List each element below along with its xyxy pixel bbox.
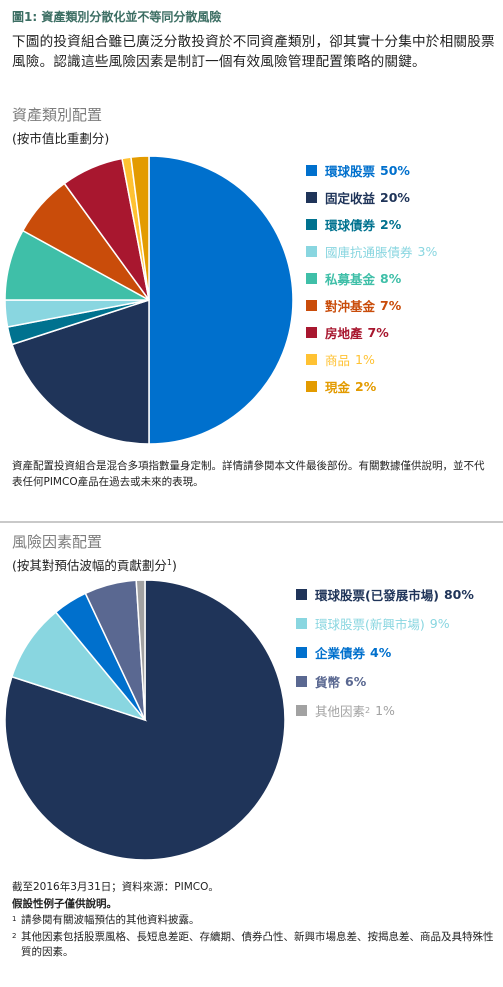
legend-value: 3% xyxy=(417,244,438,259)
asset-allocation-legend: 環球股票 50% 固定收益 20% 環球債券 2% 國庫抗通脹債券 3% 私募基金 8% 對沖基金 7… xyxy=(306,157,437,400)
legend-label: 房地產 xyxy=(325,326,363,341)
legend-item-0-6: 房地產 7% xyxy=(306,319,437,346)
legend-swatch xyxy=(306,219,317,230)
pie-slice-1-4 xyxy=(135,579,146,721)
footnote-1-mark: 1 xyxy=(12,915,17,923)
asset-allocation-pie-chart xyxy=(4,155,294,445)
legend-item-0-8: 現金 2% xyxy=(306,373,437,400)
date-source: 截至2016年3月31日；資料來源：PIMCO。 xyxy=(12,881,219,893)
footnote-2-mark: 2 xyxy=(12,931,17,940)
footer-notes: 截至2016年3月31日；資料來源：PIMCO。 假設性例子僅供說明。 1 請參閱… xyxy=(12,880,496,962)
section-divider xyxy=(0,521,503,523)
risk-factor-legend: 環球股票(已發展市場) 80% 環球股票(新興市場) 9% 企業債券 4% 貨幣 6% 其他因素… xyxy=(296,580,474,725)
legend-swatch xyxy=(296,618,307,629)
legend-swatch xyxy=(306,192,317,203)
legend-swatch xyxy=(306,354,317,365)
footnote-2-text: 其他因素包括股票風格、長短息差距、存續期、債券凸性、新興市場息差、按揭息差、商品… xyxy=(21,930,494,959)
pie-slice-0-1 xyxy=(11,298,150,445)
legend-swatch xyxy=(306,246,317,257)
asset-allocation-subtitle: (按市值比重劃分) xyxy=(12,131,110,146)
footnote-2: 2 其他因素包括股票風格、長短息差距、存續期、債券凸性、新興市場息差、按揭息差、商… xyxy=(12,930,496,961)
legend-value: 7% xyxy=(367,325,389,340)
legend-value: 1% xyxy=(375,703,395,718)
legend-swatch xyxy=(296,676,307,687)
legend-value: 50% xyxy=(380,163,410,178)
legend-item-0-5: 對沖基金 7% xyxy=(306,292,437,319)
legend-label: 商品 xyxy=(325,353,351,368)
legend-value: 2% xyxy=(380,217,402,232)
legend-item-0-7: 商品 1% xyxy=(306,346,437,373)
legend-swatch xyxy=(306,327,317,338)
risk-factor-title: 風險因素配置 xyxy=(12,533,103,551)
legend-swatch xyxy=(306,300,317,311)
pie-slice-0-8 xyxy=(130,155,150,301)
risk-factor-subtitle-close: ) xyxy=(171,558,177,573)
legend-value: 80% xyxy=(443,587,474,602)
legend-value: 20% xyxy=(380,190,410,205)
legend-swatch xyxy=(296,589,307,600)
legend-item-1-1: 環球股票(新興市場) 9% xyxy=(296,609,474,638)
legend-label: 貨幣 xyxy=(315,675,341,690)
pie-slice-1-1 xyxy=(10,611,148,722)
risk-factor-subtitle: (按其對預估波幅的貢獻劃分1) xyxy=(12,555,177,574)
pie-slice-0-0 xyxy=(148,155,294,445)
legend-label: 其他因素 xyxy=(315,704,366,719)
intro-paragraph: 下圖的投資組合雖已廣泛分散投資於不同資產類別，卻其實十分集中於相關股票風險。認識… xyxy=(12,34,495,70)
legend-item-0-4: 私募基金 8% xyxy=(306,265,437,292)
legend-label: 國庫抗通脹債券 xyxy=(325,245,413,260)
legend-swatch xyxy=(306,273,317,284)
legend-label: 環球債券 xyxy=(325,218,376,233)
legend-swatch xyxy=(296,705,307,716)
figure-title: 圖1: 資產類別分散化並不等同分散風險 xyxy=(12,10,222,24)
legend-value: 7% xyxy=(380,298,402,313)
legend-item-0-2: 環球債券 2% xyxy=(306,211,437,238)
legend-label: 環球股票 xyxy=(325,164,376,179)
legend-value: 6% xyxy=(345,674,367,689)
footnote-1-text: 請參閱有關波幅預估的其他資料披露。 xyxy=(21,914,200,926)
legend-item-1-2: 企業債券 4% xyxy=(296,638,474,667)
legend-swatch xyxy=(296,647,307,658)
legend-item-1-4: 其他因素 2 1% xyxy=(296,696,474,725)
asset-allocation-note: 資產配置投資組合是混合多項指數量身定制。詳情請參閱本文件最後部份。有關數據僅供說… xyxy=(12,460,485,488)
legend-label: 固定收益 xyxy=(325,191,376,206)
risk-factor-subtitle-footnote-mark: 1 xyxy=(166,557,172,567)
legend-value: 4% xyxy=(370,645,392,660)
legend-item-0-0: 環球股票 50% xyxy=(306,157,437,184)
legend-label: 對沖基金 xyxy=(325,299,376,314)
legend-label: 環球股票(已發展市場) xyxy=(315,588,439,603)
legend-label: 現金 xyxy=(325,380,351,395)
legend-item-1-3: 貨幣 6% xyxy=(296,667,474,696)
legend-item-0-3: 國庫抗通脹債券 3% xyxy=(306,238,437,265)
legend-value: 2% xyxy=(355,379,377,394)
legend-label: 私募基金 xyxy=(325,272,376,287)
legend-footnote-mark: 2 xyxy=(365,706,371,715)
footnote-1: 1 請參閱有關波幅預估的其他資料披露。 xyxy=(12,913,496,929)
legend-swatch xyxy=(306,381,317,392)
legend-value: 8% xyxy=(380,271,402,286)
legend-label: 企業債券 xyxy=(315,646,366,661)
risk-factor-pie-chart xyxy=(4,579,286,861)
legend-item-0-1: 固定收益 20% xyxy=(306,184,437,211)
legend-value: 1% xyxy=(355,352,375,367)
legend-value: 9% xyxy=(429,616,450,631)
hypothetical-note: 假設性例子僅供說明。 xyxy=(12,897,117,910)
legend-label: 環球股票(新興市場) xyxy=(315,617,425,632)
asset-allocation-title: 資產類別配置 xyxy=(12,106,103,124)
legend-item-1-0: 環球股票(已發展市場) 80% xyxy=(296,580,474,609)
legend-swatch xyxy=(306,165,317,176)
risk-factor-subtitle-text: (按其對預估波幅的貢獻劃分 xyxy=(12,558,167,573)
